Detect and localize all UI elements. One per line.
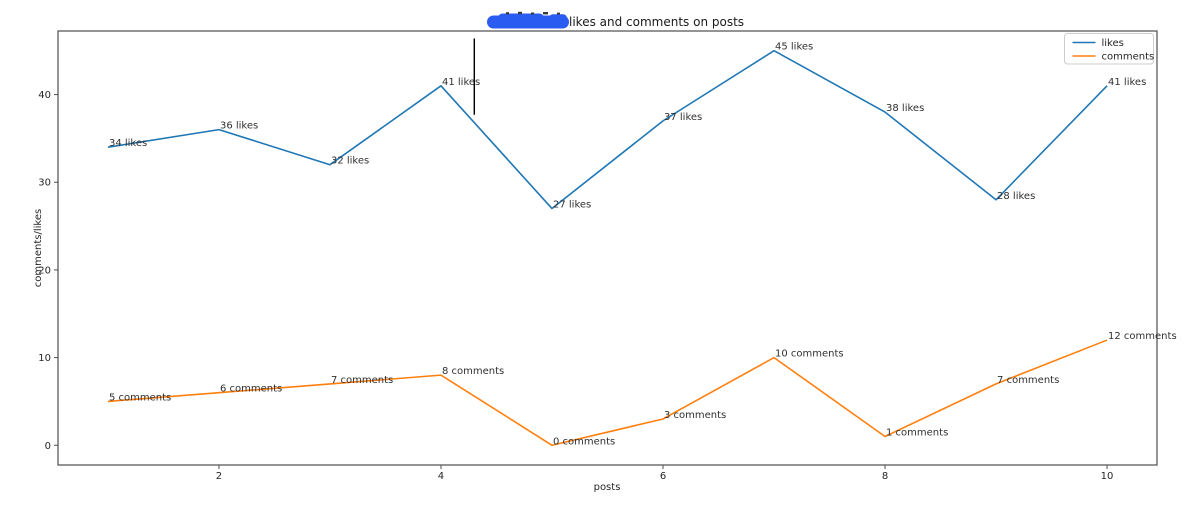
plot-border <box>57 30 1158 466</box>
likes-point-label: 34 likes <box>109 138 147 149</box>
comments-point-label: 3 comments <box>664 410 726 421</box>
x-tick-label: 6 <box>660 471 666 482</box>
y-tick-label: 30 <box>38 178 51 189</box>
x-tick-label: 8 <box>882 471 888 482</box>
likes-point-label: 38 likes <box>886 103 924 114</box>
hidden-text-fragment <box>557 12 560 15</box>
axis-ticks: 0 10 20 30 40 2 4 6 8 10 <box>38 90 1113 482</box>
legend: likes comments <box>1064 33 1155 65</box>
comments-point-label: 6 comments <box>220 384 282 395</box>
comments-point-label: 7 comments <box>331 375 393 386</box>
y-tick-label: 40 <box>38 90 51 101</box>
scribble-blob <box>549 14 567 23</box>
comments-point-label: 1 comments <box>886 428 948 439</box>
likes-line <box>107 49 1108 210</box>
likes-point-label: 45 likes <box>775 42 813 53</box>
comments-line <box>107 339 1108 447</box>
hidden-text-fragment <box>506 12 509 15</box>
y-axis-label: comments/likes <box>33 209 44 287</box>
legend-likes-label: likes <box>1102 38 1124 49</box>
likes-point-label: 36 likes <box>220 121 258 132</box>
comments-point-label: 8 comments <box>442 366 504 377</box>
data-series <box>107 49 1108 447</box>
scribble-blob <box>498 13 544 23</box>
likes-point-label: 41 likes <box>1108 77 1146 88</box>
point-annotations: 34 likes 36 likes 32 likes 41 likes 27 likes… <box>109 42 1177 448</box>
y-tick-label: 10 <box>38 353 51 364</box>
comments-point-label: 7 comments <box>997 375 1059 386</box>
likes-point-label: 32 likes <box>331 156 369 167</box>
hidden-text-fragment <box>543 12 548 15</box>
comments-point-label: 12 comments <box>1108 331 1177 342</box>
hidden-text-fragment <box>531 12 534 15</box>
likes-point-label: 37 likes <box>664 112 702 123</box>
comments-point-label: 5 comments <box>109 392 171 403</box>
legend-comments-label: comments <box>1102 52 1155 63</box>
comments-point-label: 10 comments <box>775 349 844 360</box>
hidden-text-fragment <box>518 11 522 15</box>
x-axis-label: posts <box>594 482 621 493</box>
comments-point-label: 0 comments <box>553 436 615 447</box>
likes-point-label: 27 likes <box>553 200 591 211</box>
likes-point-label: 28 likes <box>997 191 1035 202</box>
x-tick-label: 10 <box>1101 471 1114 482</box>
chart-title: likes and comments on posts <box>569 15 744 29</box>
title-redaction-scribble <box>487 11 569 29</box>
likes-point-label: 41 likes <box>442 77 480 88</box>
x-tick-label: 2 <box>216 471 222 482</box>
x-tick-label: 4 <box>438 471 444 482</box>
y-tick-label: 0 <box>45 441 51 452</box>
y-tick-label: 20 <box>38 265 51 276</box>
